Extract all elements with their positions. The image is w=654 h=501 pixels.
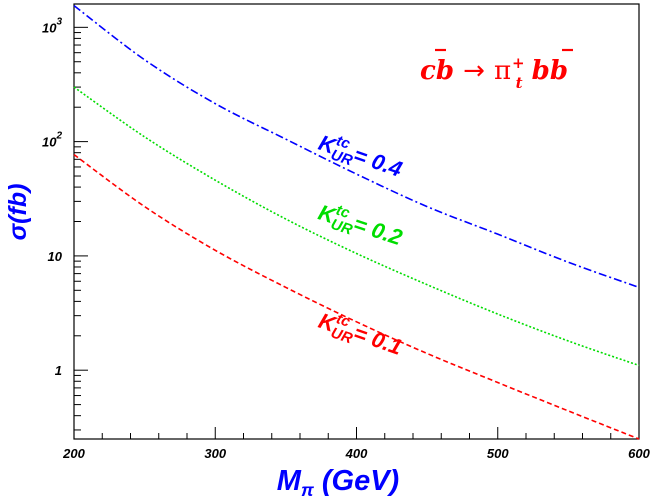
series-line-2 xyxy=(73,153,640,440)
x-tick-label: 600 xyxy=(628,446,650,461)
x-tick-label: 300 xyxy=(204,446,226,461)
y-tick-label: 103 xyxy=(42,16,62,35)
series-line-0 xyxy=(73,4,640,289)
series-line-1 xyxy=(73,86,640,367)
x-axis-title: Mπ (GeV) xyxy=(277,465,399,500)
x-tick-label: 200 xyxy=(62,446,85,461)
x-tick-label: 400 xyxy=(345,446,368,461)
axis-ticks xyxy=(73,26,640,439)
y-tick-label: 102 xyxy=(42,131,62,150)
svg-text:cb → π+t bb: cb → π+ t bb xyxy=(420,54,568,92)
process-annotation: cb → π+ t bb xyxy=(420,48,573,92)
y-tick-label: 1 xyxy=(55,363,62,378)
axis-tick-labels: 200 300 400 500 600 1 10 102 103 xyxy=(42,16,651,461)
y-tick-label: 10 xyxy=(48,249,63,264)
curves xyxy=(73,4,640,440)
x-tick-label: 500 xyxy=(487,446,509,461)
y-axis-title: σ(fb) xyxy=(4,184,32,241)
